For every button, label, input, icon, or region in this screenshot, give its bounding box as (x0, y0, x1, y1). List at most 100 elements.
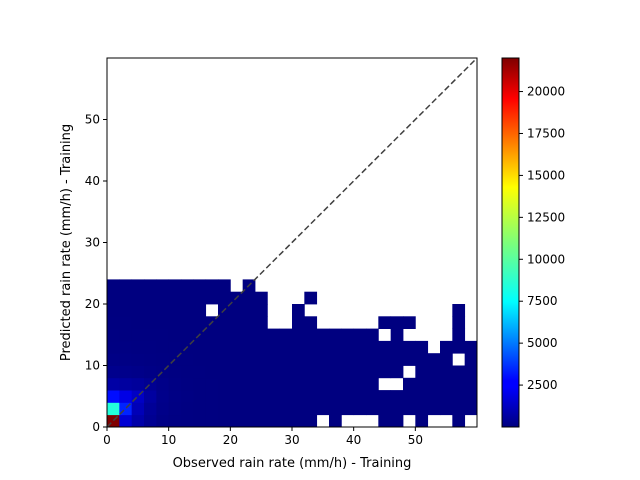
heatmap-cell (427, 365, 441, 379)
heatmap-cell (267, 402, 281, 416)
heatmap-cell (230, 304, 244, 317)
heatmap-cell (107, 365, 120, 379)
heatmap-cell (304, 377, 318, 391)
heatmap-cell (329, 402, 342, 416)
heatmap-cell (390, 340, 404, 354)
heatmap-cell (205, 414, 219, 428)
heatmap-cell (353, 365, 367, 379)
heatmap-cell (464, 377, 478, 391)
colorbar-tick-label: 7500 (527, 294, 558, 308)
heatmap-cell (144, 291, 157, 305)
heatmap-cell (193, 353, 207, 366)
heatmap-cell (378, 316, 392, 329)
heatmap-cell (292, 353, 305, 366)
heatmap-cell (403, 390, 416, 403)
heatmap-cell (218, 390, 231, 403)
heatmap-cell (156, 340, 170, 354)
heatmap-cell (464, 390, 478, 403)
x-axis-label: Observed rain rate (mm/h) - Training (173, 456, 412, 471)
y-tick-label: 30 (85, 236, 100, 250)
heatmap-cell (181, 291, 194, 305)
heatmap-cell (168, 304, 182, 317)
heatmap-cell (181, 390, 194, 403)
heatmap-cell (230, 328, 244, 342)
heatmap-cell (403, 316, 416, 329)
heatmap-cell (255, 402, 268, 416)
heatmap-cell (329, 414, 342, 428)
heatmap-cell (427, 353, 441, 366)
heatmap-cell (193, 377, 207, 391)
heatmap-cell (242, 414, 256, 428)
heatmap-cell (168, 390, 182, 403)
heatmap-cell (292, 414, 305, 428)
colorbar-tick-label: 15000 (527, 168, 565, 182)
heatmap-cell (119, 328, 133, 342)
heatmap-cell (131, 316, 145, 329)
heatmap-cell (107, 353, 120, 366)
heatmap-cell (168, 340, 182, 354)
heatmap-cell (205, 365, 219, 379)
heatmap-cell (181, 279, 194, 293)
heatmap-cell (156, 304, 170, 317)
heatmap-cell (156, 279, 170, 293)
heatmap-cell (218, 377, 231, 391)
heatmap-cell (304, 402, 318, 416)
heatmap-cell (107, 402, 120, 416)
heatmap-cell (181, 377, 194, 391)
heatmap-cell (242, 291, 256, 305)
heatmap-cell (353, 377, 367, 391)
heatmap-cell (304, 365, 318, 379)
heatmap-cell (205, 328, 219, 342)
heatmap-cell (366, 377, 379, 391)
heatmap-cell (193, 390, 207, 403)
heatmap-cell (193, 414, 207, 428)
heatmap-cell (144, 402, 157, 416)
heatmap-cell (378, 353, 392, 366)
heatmap-cell (464, 340, 478, 354)
heatmap-cell (193, 340, 207, 354)
heatmap-cell (255, 390, 268, 403)
heatmap-cell (452, 414, 466, 428)
heatmap-cell (131, 402, 145, 416)
heatmap-cell (218, 328, 231, 342)
heatmap-cell (131, 353, 145, 366)
heatmap-cell (267, 353, 281, 366)
heatmap-cell (390, 353, 404, 366)
heatmap-cell (390, 365, 404, 379)
heatmap-cell (292, 304, 305, 317)
heatmap-cell (329, 377, 342, 391)
heatmap-cell (366, 402, 379, 416)
heatmap-cell (168, 328, 182, 342)
heatmap-cell (255, 414, 268, 428)
heatmap-cell (366, 365, 379, 379)
heatmap-cell (218, 365, 231, 379)
heatmap-cell (415, 377, 429, 391)
heatmap-cell (292, 365, 305, 379)
heatmap-cell (131, 328, 145, 342)
heatmap-cell (292, 340, 305, 354)
heatmap-cell (267, 414, 281, 428)
heatmap-cell (193, 279, 207, 293)
heatmap-cell (107, 340, 120, 354)
heatmap-cell (119, 291, 133, 305)
heatmap-cell (304, 316, 318, 329)
heatmap-cell (230, 377, 244, 391)
heatmap-cell (341, 365, 355, 379)
heatmap-cell (255, 291, 268, 305)
heatmap-cell (464, 365, 478, 379)
heatmap-cell (378, 340, 392, 354)
heatmap-cell (304, 340, 318, 354)
heatmap-cell (107, 304, 120, 317)
heatmap-cell (316, 340, 330, 354)
heatmap-cell (440, 365, 453, 379)
heatmap-cell (279, 414, 293, 428)
heatmap-cell (205, 390, 219, 403)
heatmap-cell (230, 316, 244, 329)
heatmap-cell (144, 316, 157, 329)
colorbar-tick-label: 20000 (527, 85, 565, 99)
heatmap-cell (181, 402, 194, 416)
heatmap-cell (242, 304, 256, 317)
heatmap-cell (144, 390, 157, 403)
heatmap-cell (366, 340, 379, 354)
heatmap-cell (156, 316, 170, 329)
